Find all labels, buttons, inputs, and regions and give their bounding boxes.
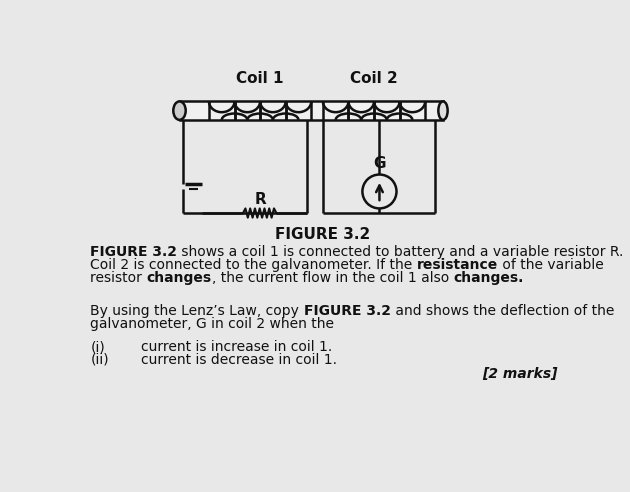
Ellipse shape: [173, 101, 186, 120]
Text: of the variable: of the variable: [498, 258, 604, 272]
Text: shows a coil 1 is connected to battery and a variable resistor R.: shows a coil 1 is connected to battery a…: [178, 246, 624, 259]
Text: current is decrease in coil 1.: current is decrease in coil 1.: [140, 353, 337, 367]
Text: resistor: resistor: [90, 271, 147, 285]
Text: Coil 2: Coil 2: [350, 71, 398, 86]
Text: current is increase in coil 1.: current is increase in coil 1.: [140, 340, 332, 354]
Circle shape: [362, 175, 396, 209]
Text: , the current flow in the coil 1 also: , the current flow in the coil 1 also: [212, 271, 454, 285]
Bar: [180, 101, 443, 120]
Text: R: R: [255, 192, 266, 207]
Text: [2 marks]: [2 marks]: [482, 367, 558, 381]
Text: FIGURE 3.2: FIGURE 3.2: [275, 227, 370, 242]
Text: FIGURE 3.2: FIGURE 3.2: [304, 304, 391, 318]
Text: galvanometer, G in coil 2 when the: galvanometer, G in coil 2 when the: [90, 317, 335, 331]
Text: G: G: [373, 155, 386, 171]
Text: (i): (i): [90, 340, 105, 354]
Text: FIGURE 3.2: FIGURE 3.2: [90, 246, 178, 259]
Text: and shows the deflection of the: and shows the deflection of the: [391, 304, 614, 318]
Text: Coil 1: Coil 1: [236, 71, 284, 86]
Ellipse shape: [438, 101, 448, 120]
Text: changes.: changes.: [454, 271, 524, 285]
Text: changes: changes: [147, 271, 212, 285]
Text: By using the Lenz’s Law, copy: By using the Lenz’s Law, copy: [90, 304, 304, 318]
Text: (ii): (ii): [90, 353, 109, 367]
Text: resistance: resistance: [417, 258, 498, 272]
Text: Coil 2 is connected to the galvanometer. If the: Coil 2 is connected to the galvanometer.…: [90, 258, 417, 272]
